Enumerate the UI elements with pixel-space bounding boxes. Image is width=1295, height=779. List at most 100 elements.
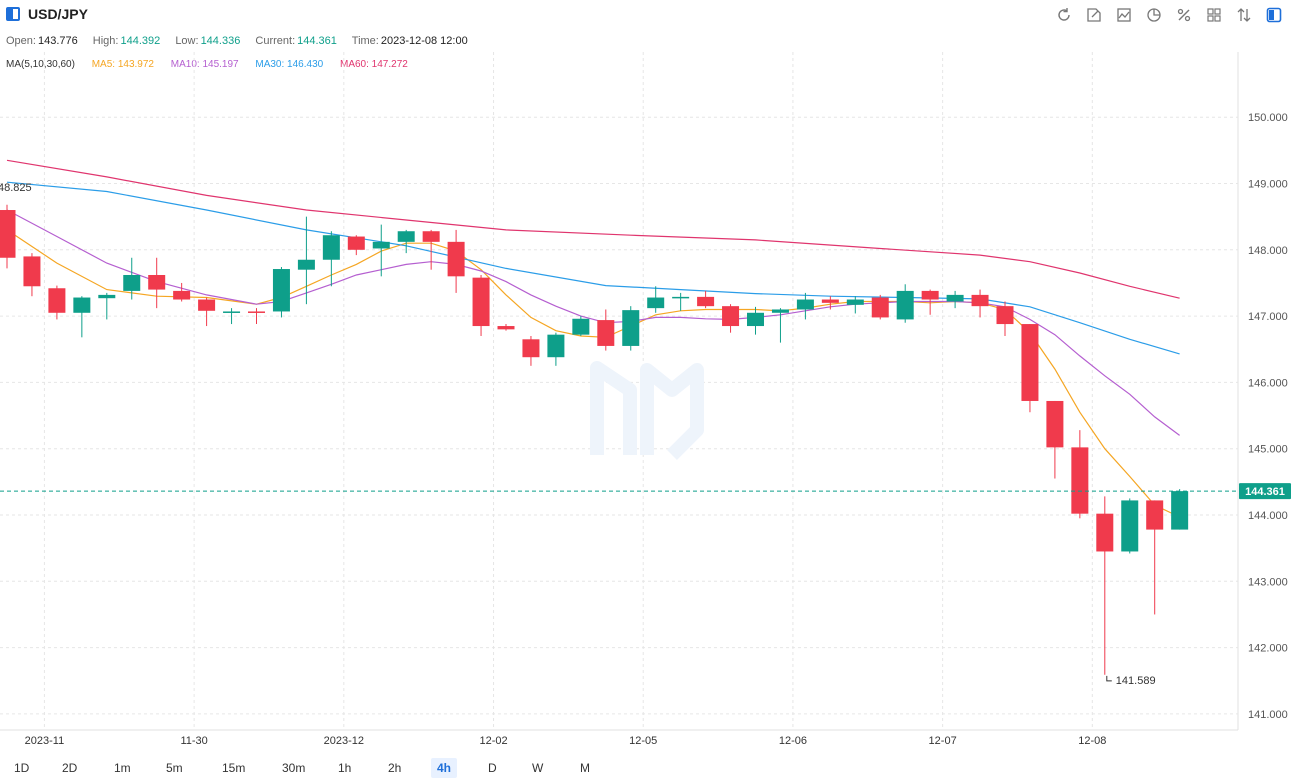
y-tick-label: 147.000 <box>1248 311 1288 323</box>
draw-icon[interactable] <box>1083 4 1105 26</box>
candle-body[interactable] <box>248 311 265 313</box>
chart-type-icon[interactable] <box>1113 4 1135 26</box>
candle-body[interactable] <box>173 290 191 300</box>
high-value: 144.392 <box>120 35 161 47</box>
candle-body[interactable] <box>921 290 939 300</box>
symbol-icon <box>6 7 20 21</box>
candle-body[interactable] <box>297 259 315 270</box>
x-tick-label: 12-06 <box>779 735 807 747</box>
candle-body[interactable] <box>397 231 415 242</box>
y-tick-label: 145.000 <box>1248 444 1288 456</box>
period-w[interactable]: W <box>532 761 544 775</box>
candle-body[interactable] <box>971 294 989 307</box>
fullscreen-icon[interactable] <box>1263 4 1285 26</box>
watermark-logo <box>590 361 704 460</box>
candle-body[interactable] <box>497 326 515 330</box>
toolbar <box>1053 4 1285 26</box>
candle-body[interactable] <box>73 297 91 313</box>
period-4h[interactable]: 4h <box>431 758 458 778</box>
candle-body[interactable] <box>347 236 365 250</box>
y-tick-label: 144.000 <box>1248 510 1288 522</box>
candle-body[interactable] <box>672 296 690 299</box>
candle-body[interactable] <box>846 299 864 305</box>
candle-body[interactable] <box>597 320 615 346</box>
candle-body[interactable] <box>522 339 540 358</box>
candle-body[interactable] <box>0 210 16 258</box>
candlestick-chart[interactable]: 150.000 149.000 148.000 147.000 146.000 145.0… <box>0 0 1295 755</box>
period-2d[interactable]: 2D <box>62 761 78 775</box>
candle-body[interactable] <box>896 290 914 320</box>
current-label: Current: <box>255 35 296 47</box>
min-pointer-icon <box>1106 675 1112 682</box>
ma60-value: MA60: 147.272 <box>339 59 408 70</box>
ma-line-ma30 <box>6 181 1180 355</box>
y-tick-label: 149.000 <box>1248 179 1288 191</box>
y-tick-label: 143.000 <box>1248 576 1288 588</box>
low-value: 144.336 <box>200 35 241 47</box>
x-tick-label: 12-08 <box>1078 735 1106 747</box>
candle-body[interactable] <box>123 274 141 291</box>
candle-body[interactable] <box>223 311 241 313</box>
y-tick-label: 146.000 <box>1248 377 1288 389</box>
period-2h[interactable]: 2h <box>388 761 402 775</box>
candle-body[interactable] <box>547 334 565 358</box>
x-tick-label: 12-02 <box>479 735 507 747</box>
ma10-value: MA10: 145.197 <box>170 59 239 70</box>
layout-icon[interactable] <box>1203 4 1225 26</box>
y-tick-label: 148.000 <box>1248 245 1288 257</box>
candle-body[interactable] <box>1171 491 1189 530</box>
candle-body[interactable] <box>23 256 41 287</box>
time-value: 2023-12-08 12:00 <box>380 35 468 47</box>
candle-body[interactable] <box>622 310 640 346</box>
candle-body[interactable] <box>422 231 440 242</box>
period-15m[interactable]: 15m <box>222 761 246 775</box>
candle-body[interactable] <box>48 288 66 313</box>
period-d[interactable]: D <box>488 761 497 775</box>
candle-body[interactable] <box>747 312 764 327</box>
candle-body[interactable] <box>98 294 116 299</box>
x-tick-label: 2023-12 <box>324 735 364 747</box>
compare-icon[interactable] <box>1233 4 1255 26</box>
period-1h[interactable]: 1h <box>338 761 352 775</box>
time-label: Time: <box>351 35 379 47</box>
candle-body[interactable] <box>372 241 390 249</box>
refresh-icon[interactable] <box>1053 4 1075 26</box>
ohlc-info: Open: 143.776 High: 144.392 Low: 144.336 Cu… <box>6 35 480 47</box>
period-m[interactable]: M <box>580 761 590 775</box>
candle-body[interactable] <box>796 299 814 310</box>
period-5m[interactable]: 5m <box>166 761 183 775</box>
candle-body[interactable] <box>647 297 665 309</box>
candle-body[interactable] <box>1121 500 1139 552</box>
candle-body[interactable] <box>148 274 166 290</box>
candle-body[interactable] <box>472 277 490 327</box>
candle-body[interactable] <box>722 306 740 327</box>
candle-body[interactable] <box>198 299 216 311</box>
candle-body[interactable] <box>771 309 789 313</box>
candle-body[interactable] <box>821 299 839 303</box>
pie-icon[interactable] <box>1143 4 1165 26</box>
candle-body[interactable] <box>322 235 340 260</box>
candle-body[interactable] <box>1046 400 1064 448</box>
period-1m[interactable]: 1m <box>114 761 131 775</box>
candle-body[interactable] <box>272 269 290 312</box>
symbol-title: USD/JPY <box>28 6 88 22</box>
high-label: High: <box>92 35 119 47</box>
candle-body[interactable] <box>697 296 715 307</box>
candle-body[interactable] <box>871 297 889 318</box>
ma-title: MA(5,10,30,60) <box>6 59 75 70</box>
candle-body[interactable] <box>1146 500 1164 530</box>
period-bar: 1D 2D 1m 5m 15m 30m 1h 2h 4h D W M <box>0 755 1295 779</box>
percent-icon[interactable] <box>1173 4 1195 26</box>
candle-body[interactable] <box>1071 447 1089 514</box>
candle-body[interactable] <box>447 241 465 277</box>
candle-body[interactable] <box>946 294 964 302</box>
candle-body[interactable] <box>1096 513 1114 552</box>
period-30m[interactable]: 30m <box>282 761 306 775</box>
x-tick-label: 12-07 <box>929 735 957 747</box>
current-value: 144.361 <box>297 35 337 47</box>
period-1d[interactable]: 1D <box>14 761 30 775</box>
x-tick-label: 11-30 <box>180 735 207 747</box>
candle-body[interactable] <box>996 306 1014 325</box>
candle-body[interactable] <box>1021 324 1039 401</box>
candle-body[interactable] <box>572 318 590 335</box>
